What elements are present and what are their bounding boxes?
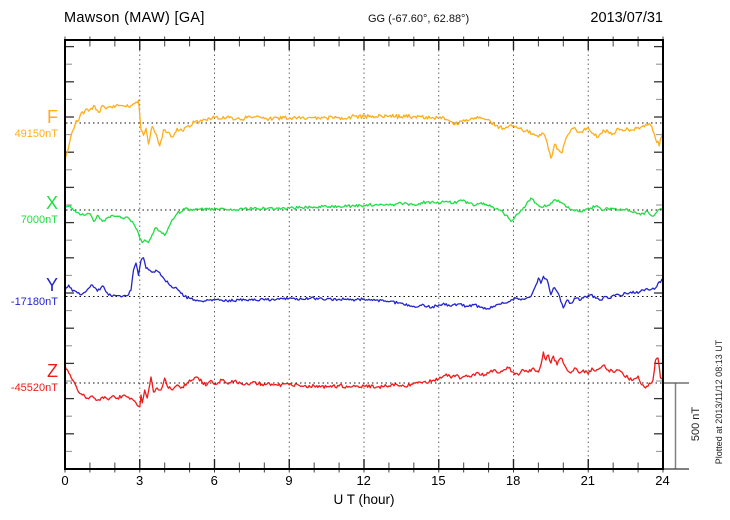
- station-title: Mawson (MAW) [GA]: [64, 10, 205, 26]
- component-value-f: 49150nT: [14, 128, 58, 140]
- component-label-y: Y: [45, 275, 58, 295]
- x-tick-label-18: 18: [505, 473, 521, 488]
- component-label-x: X: [45, 193, 58, 213]
- x-tick-label-9: 9: [285, 473, 293, 488]
- x-tick-label-21: 21: [580, 473, 596, 488]
- x-tick-label-3: 3: [135, 473, 144, 488]
- geographic-coordinates: GG (-67.60°, 62.88°): [368, 13, 470, 25]
- x-tick-label-6: 6: [210, 473, 218, 488]
- x-tick-label-12: 12: [356, 473, 371, 488]
- component-value-z: -45520nT: [10, 382, 58, 394]
- x-tick-label-0: 0: [61, 473, 69, 488]
- plotted-at-note: Plotted at 2013/11/12 08:13 UT: [714, 339, 724, 465]
- component-label-f: F: [47, 107, 58, 127]
- x-tick-label-24: 24: [655, 473, 670, 488]
- component-label-z: Z: [47, 361, 58, 381]
- x-tick-label-15: 15: [431, 473, 446, 488]
- x-axis-title: U T (hour): [333, 492, 395, 507]
- scale-bar-label: 500 nT: [690, 406, 702, 442]
- plot-date: 2013/07/31: [590, 10, 663, 26]
- component-value-y: -17180nT: [10, 296, 58, 308]
- component-value-x: 7000nT: [20, 214, 58, 226]
